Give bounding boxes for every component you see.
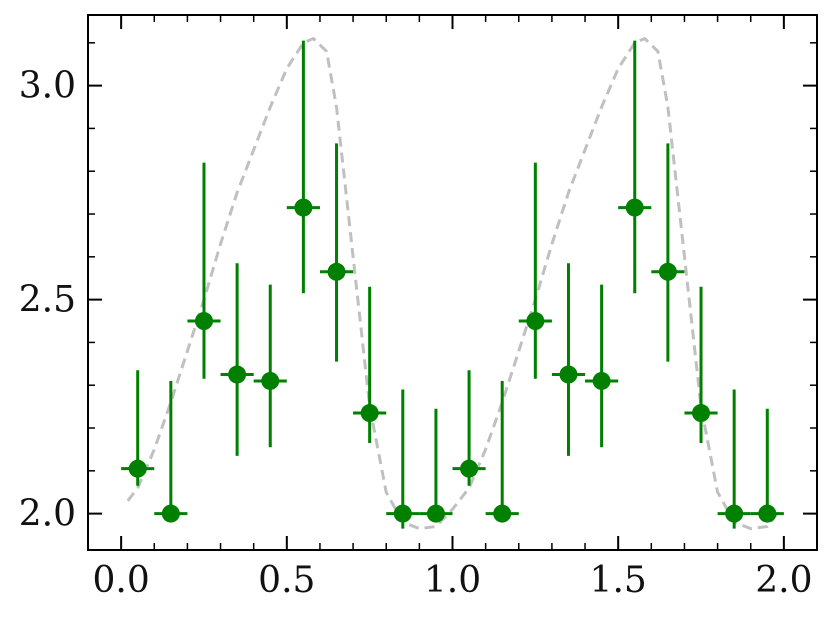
data-marker (460, 459, 479, 478)
plot-frame (87, 14, 818, 551)
data-point (253, 284, 287, 448)
data-point (485, 380, 519, 523)
y-tick-label: 3.0 (19, 66, 76, 107)
data-point (353, 286, 387, 443)
y-tick-label: 2.5 (19, 280, 76, 321)
data-point (585, 284, 619, 448)
data-marker (194, 312, 213, 331)
model-curve-group (126, 37, 779, 531)
x-tick-label: 1.0 (424, 560, 481, 601)
data-point (551, 263, 586, 456)
data-point (386, 389, 420, 529)
y-tick-label: 2.0 (19, 494, 76, 535)
data-point (419, 408, 453, 523)
data-point (684, 286, 718, 443)
data-marker (526, 312, 545, 331)
data-point (121, 370, 155, 486)
data-point (154, 380, 188, 523)
data-point (286, 40, 320, 294)
data-marker (294, 198, 313, 217)
data-marker (658, 262, 677, 281)
data-marker (161, 504, 180, 523)
data-marker (559, 365, 578, 384)
data-marker (327, 262, 346, 281)
x-tick-label: 0.5 (258, 560, 315, 601)
data-marker (625, 198, 644, 217)
data-marker (261, 371, 280, 390)
data-point (618, 40, 652, 294)
data-marker (592, 371, 611, 390)
data-point (220, 263, 254, 456)
data-marker (393, 504, 412, 523)
data-marker (493, 504, 512, 523)
model-curve (126, 37, 779, 531)
data-point (518, 162, 552, 379)
data-point (319, 143, 354, 362)
tick-marks (88, 15, 817, 550)
data-marker (692, 404, 711, 423)
data-point (452, 370, 486, 486)
data-marker (128, 459, 147, 478)
tick-labels: 0.0 0.5 1.0 1.5 2.0 2.0 2.5 3.0 (19, 66, 813, 601)
data-marker (228, 365, 247, 384)
data-point (717, 389, 751, 529)
x-tick-label: 2.0 (755, 560, 812, 601)
data-marker (758, 504, 777, 523)
data-point (651, 143, 685, 362)
x-tick-label: 1.5 (590, 560, 647, 601)
data-points-group (121, 40, 784, 529)
data-marker (426, 504, 445, 523)
data-point (187, 162, 221, 379)
data-marker (360, 404, 379, 423)
data-marker (725, 504, 744, 523)
x-tick-label: 0.0 (93, 560, 150, 601)
data-point (750, 408, 784, 523)
